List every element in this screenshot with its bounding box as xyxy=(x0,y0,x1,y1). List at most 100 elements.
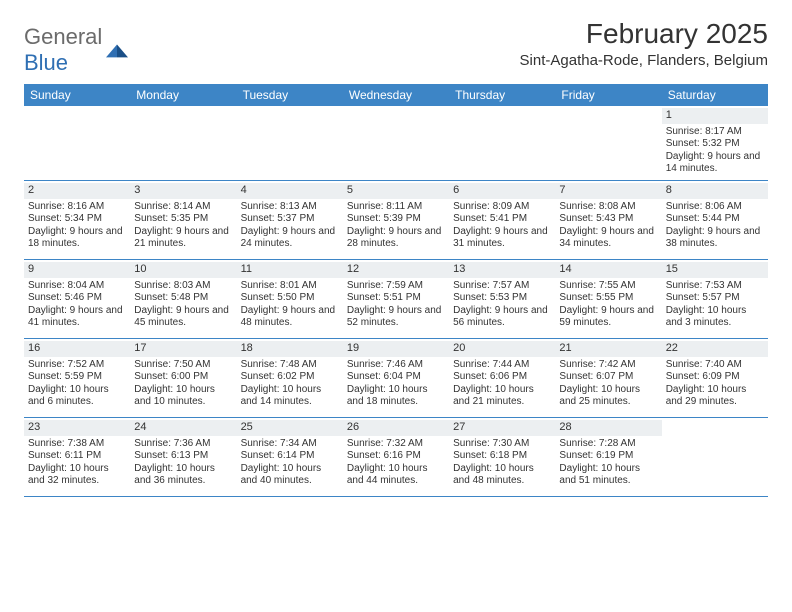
daylight-text: Daylight: 10 hours and 14 minutes. xyxy=(241,384,339,409)
daylight-text: Daylight: 9 hours and 21 minutes. xyxy=(134,226,232,251)
day-number: 27 xyxy=(449,420,555,436)
sunrise-text: Sunrise: 8:03 AM xyxy=(134,280,232,293)
day-number: 4 xyxy=(237,183,343,199)
sunrise-text: Sunrise: 8:09 AM xyxy=(453,201,551,214)
sunrise-text: Sunrise: 7:57 AM xyxy=(453,280,551,293)
daylight-text: Daylight: 10 hours and 51 minutes. xyxy=(559,463,657,488)
sunrise-text: Sunrise: 7:40 AM xyxy=(666,359,764,372)
sunset-text: Sunset: 5:57 PM xyxy=(666,292,764,305)
day-number: 28 xyxy=(555,420,661,436)
sunset-text: Sunset: 5:50 PM xyxy=(241,292,339,305)
day-number: 25 xyxy=(237,420,343,436)
sunset-text: Sunset: 6:16 PM xyxy=(347,450,445,463)
week-row: 2 Sunrise: 8:16 AMSunset: 5:34 PM Daylight… xyxy=(24,181,768,260)
day-cell: 20Sunrise: 7:44 AMSunset: 6:06 PMDayligh… xyxy=(449,339,555,417)
sunrise-text: Sunrise: 7:53 AM xyxy=(666,280,764,293)
logo-word2: Blue xyxy=(24,50,68,75)
day-cell: 15Sunrise: 7:53 AMSunset: 5:57 PMDayligh… xyxy=(662,260,768,338)
week-row: 1Sunrise: 8:17 AMSunset: 5:32 PMDaylight… xyxy=(24,106,768,181)
location-text: Sint-Agatha-Rode, Flanders, Belgium xyxy=(520,52,768,69)
sunset-text: Sunset: 6:19 PM xyxy=(559,450,657,463)
sunset-text: Sunset: 6:11 PM xyxy=(28,450,126,463)
day-number: 11 xyxy=(237,262,343,278)
sunset-text: Sunset: 6:09 PM xyxy=(666,371,764,384)
sunrise-text: Sunrise: 7:30 AM xyxy=(453,438,551,451)
sunrise-text: Sunrise: 8:13 AM xyxy=(241,201,339,214)
day-cell: 14Sunrise: 7:55 AMSunset: 5:55 PMDayligh… xyxy=(555,260,661,338)
sunrise-text: Sunrise: 8:16 AM xyxy=(28,201,126,214)
daylight-text: Daylight: 10 hours and 48 minutes. xyxy=(453,463,551,488)
day-cell: 7Sunrise: 8:08 AMSunset: 5:43 PMDaylight… xyxy=(555,181,661,259)
calendar-page: General Blue February 2025 Sint-Agatha-R… xyxy=(0,0,792,497)
day-number: 1 xyxy=(662,108,768,124)
day-cell: 16Sunrise: 7:52 AMSunset: 5:59 PMDayligh… xyxy=(24,339,130,417)
sunset-text: Sunset: 6:07 PM xyxy=(559,371,657,384)
day-cell xyxy=(343,106,449,180)
dayhead-tue: Tuesday xyxy=(237,84,343,106)
logo-triangle-icon xyxy=(106,42,128,58)
sunrise-text: Sunrise: 8:01 AM xyxy=(241,280,339,293)
day-number: 8 xyxy=(662,183,768,199)
daylight-text: Daylight: 10 hours and 10 minutes. xyxy=(134,384,232,409)
sunrise-text: Sunrise: 8:08 AM xyxy=(559,201,657,214)
day-number: 13 xyxy=(449,262,555,278)
logo: General Blue xyxy=(24,18,128,76)
daylight-text: Daylight: 9 hours and 31 minutes. xyxy=(453,226,551,251)
day-cell: 28 Sunrise: 7:28 AMSunset: 6:19 PMDayligh… xyxy=(555,418,661,496)
sunset-text: Sunset: 5:51 PM xyxy=(347,292,445,305)
sunset-text: Sunset: 5:34 PM xyxy=(28,213,126,226)
day-number: 20 xyxy=(449,341,555,357)
day-number: 10 xyxy=(130,262,236,278)
day-header-row: Sunday Monday Tuesday Wednesday Thursday… xyxy=(24,84,768,106)
daylight-text: Daylight: 9 hours and 14 minutes. xyxy=(666,151,764,176)
day-number: 6 xyxy=(449,183,555,199)
month-title: February 2025 xyxy=(520,18,768,50)
daylight-text: Daylight: 10 hours and 18 minutes. xyxy=(347,384,445,409)
day-cell xyxy=(449,106,555,180)
day-cell: 1Sunrise: 8:17 AMSunset: 5:32 PMDaylight… xyxy=(662,106,768,180)
day-cell: 27 Sunrise: 7:30 AMSunset: 6:18 PMDayligh… xyxy=(449,418,555,496)
day-number: 26 xyxy=(343,420,449,436)
daylight-text: Daylight: 10 hours and 44 minutes. xyxy=(347,463,445,488)
sunrise-text: Sunrise: 7:28 AM xyxy=(559,438,657,451)
sunset-text: Sunset: 6:02 PM xyxy=(241,371,339,384)
sunrise-text: Sunrise: 7:44 AM xyxy=(453,359,551,372)
day-number: 23 xyxy=(24,420,130,436)
sunrise-text: Sunrise: 7:32 AM xyxy=(347,438,445,451)
sunrise-text: Sunrise: 7:48 AM xyxy=(241,359,339,372)
day-number: 19 xyxy=(343,341,449,357)
day-number: 7 xyxy=(555,183,661,199)
sunset-text: Sunset: 5:59 PM xyxy=(28,371,126,384)
title-block: February 2025 Sint-Agatha-Rode, Flanders… xyxy=(520,18,768,69)
day-cell: 9Sunrise: 8:04 AMSunset: 5:46 PMDaylight… xyxy=(24,260,130,338)
day-number: 21 xyxy=(555,341,661,357)
sunrise-text: Sunrise: 7:36 AM xyxy=(134,438,232,451)
sunrise-text: Sunrise: 7:38 AM xyxy=(28,438,126,451)
day-number: 24 xyxy=(130,420,236,436)
week-row: 16Sunrise: 7:52 AMSunset: 5:59 PMDayligh… xyxy=(24,339,768,418)
daylight-text: Daylight: 10 hours and 36 minutes. xyxy=(134,463,232,488)
sunrise-text: Sunrise: 7:46 AM xyxy=(347,359,445,372)
daylight-text: Daylight: 9 hours and 56 minutes. xyxy=(453,305,551,330)
daylight-text: Daylight: 9 hours and 41 minutes. xyxy=(28,305,126,330)
day-number: 17 xyxy=(130,341,236,357)
sunset-text: Sunset: 5:41 PM xyxy=(453,213,551,226)
daylight-text: Daylight: 10 hours and 25 minutes. xyxy=(559,384,657,409)
sunset-text: Sunset: 6:18 PM xyxy=(453,450,551,463)
day-number: 16 xyxy=(24,341,130,357)
day-cell: 3Sunrise: 8:14 AMSunset: 5:35 PMDaylight… xyxy=(130,181,236,259)
sunrise-text: Sunrise: 7:42 AM xyxy=(559,359,657,372)
day-number: 22 xyxy=(662,341,768,357)
daylight-text: Daylight: 10 hours and 29 minutes. xyxy=(666,384,764,409)
dayhead-thu: Thursday xyxy=(449,84,555,106)
dayhead-mon: Monday xyxy=(130,84,236,106)
sunrise-text: Sunrise: 8:14 AM xyxy=(134,201,232,214)
dayhead-wed: Wednesday xyxy=(343,84,449,106)
daylight-text: Daylight: 9 hours and 24 minutes. xyxy=(241,226,339,251)
day-number: 2 xyxy=(24,183,130,199)
dayhead-sun: Sunday xyxy=(24,84,130,106)
day-cell xyxy=(555,106,661,180)
daylight-text: Daylight: 9 hours and 59 minutes. xyxy=(559,305,657,330)
daylight-text: Daylight: 9 hours and 52 minutes. xyxy=(347,305,445,330)
day-cell: 8Sunrise: 8:06 AMSunset: 5:44 PMDaylight… xyxy=(662,181,768,259)
